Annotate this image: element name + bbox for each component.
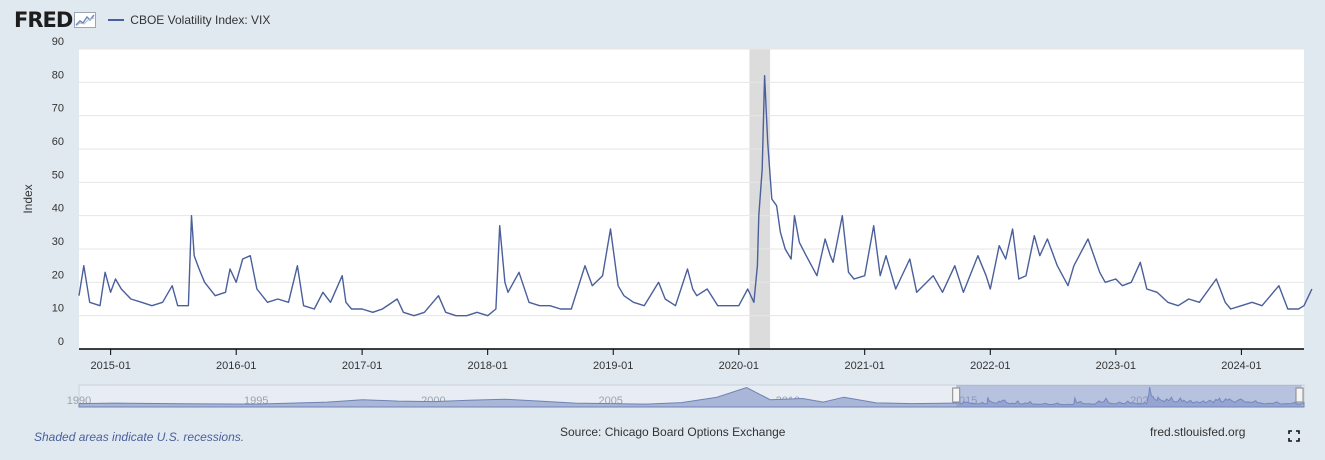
- y-tick-label: 80: [52, 69, 64, 81]
- x-tick-label: 2020-01: [719, 360, 759, 372]
- x-tick-label: 2024-01: [1221, 360, 1261, 372]
- navigator-selection[interactable]: [956, 385, 1302, 407]
- range-navigator[interactable]: 1990199520002005201020152020: [67, 384, 1305, 408]
- fred-line-graph-icon: [74, 12, 97, 28]
- navigator-series: [78, 386, 1305, 408]
- x-tick-label: 2016-01: [216, 360, 256, 372]
- y-tick-label: 0: [58, 336, 64, 348]
- x-tick-label: 2021-01: [845, 360, 885, 372]
- fred-logo[interactable]: FRED: [14, 8, 73, 32]
- y-tick-label: 60: [52, 136, 64, 148]
- recession-note: Shaded areas indicate U.S. recessions.: [34, 430, 245, 444]
- x-tick-label: 2022-01: [970, 360, 1010, 372]
- y-tick-label: 90: [52, 36, 64, 48]
- navigator-handle-right[interactable]: [1295, 387, 1304, 403]
- y-tick-label: 40: [52, 203, 64, 215]
- x-tick-label: 2017-01: [342, 360, 382, 372]
- x-tick-label: 2023-01: [1096, 360, 1136, 372]
- legend-series-label[interactable]: CBOE Volatility Index: VIX: [130, 13, 271, 27]
- x-tick-label: 2019-01: [593, 360, 633, 372]
- x-tick-label: 2015-01: [90, 360, 130, 372]
- site-link[interactable]: fred.stlouisfed.org: [1150, 425, 1246, 439]
- chart-header: FRED CBOE Volatility Index: VIX: [14, 6, 270, 34]
- y-tick-label: 70: [52, 103, 64, 115]
- fullscreen-icon[interactable]: [1288, 430, 1300, 442]
- legend-swatch: [108, 19, 125, 21]
- vix-series-line[interactable]: [78, 74, 1313, 317]
- x-tick-label: 2018-01: [467, 360, 507, 372]
- y-tick-label: 10: [52, 303, 64, 315]
- vix-chart: 0 10 20 30 40 50 60 70 80 90 2015-01 2016-01 2017-0…: [21, 36, 1313, 408]
- y-tick-label: 50: [52, 169, 64, 181]
- y-tick-label: 20: [52, 269, 64, 281]
- source-text: Source: Chicago Board Options Exchange: [560, 425, 786, 439]
- navigator-handle-left[interactable]: [952, 387, 961, 403]
- y-axis-label: Index: [21, 184, 35, 213]
- plot-area: [79, 49, 1304, 349]
- y-tick-label: 30: [52, 236, 64, 248]
